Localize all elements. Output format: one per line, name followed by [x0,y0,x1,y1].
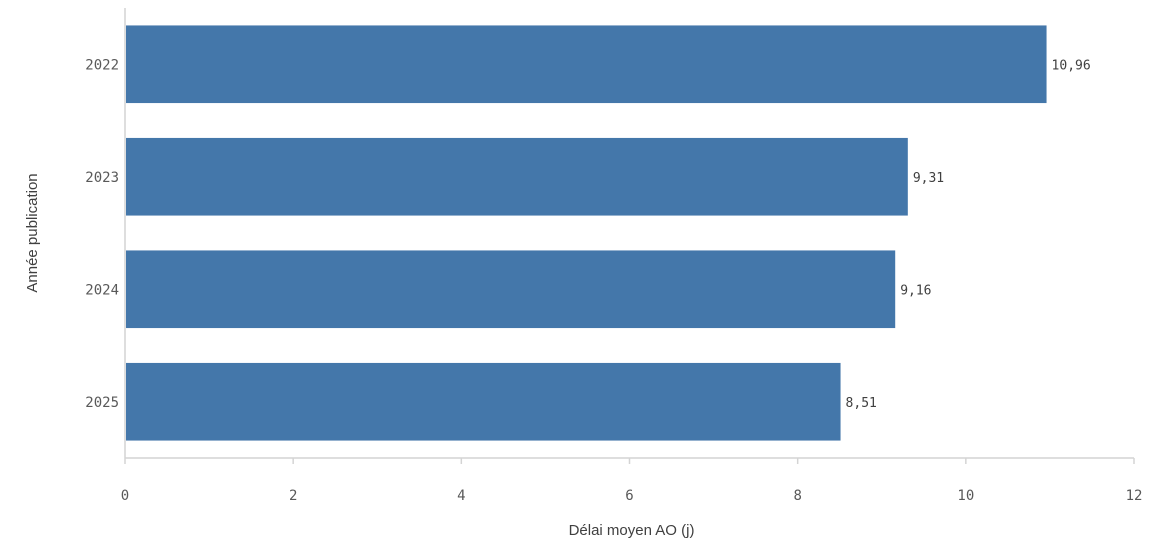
x-tick-label-2: 2 [289,488,297,504]
x-axis-title: Délai moyen AO (j) [569,522,695,539]
bars-group [126,25,1047,441]
y-tick-label-2025: 2025 [85,395,119,411]
y-tick-labels-group: 2022 2023 2024 2025 [85,57,119,411]
value-label-2022: 10,96 [1052,58,1091,73]
x-tick-label-4: 4 [457,488,465,504]
y-tick-label-2023: 2023 [85,170,119,186]
value-labels-group: 10,96 9,31 9,16 8,51 [846,58,1091,411]
x-tick-label-12: 12 [1126,488,1143,504]
x-tick-label-10: 10 [957,488,974,504]
y-tick-label-2022: 2022 [85,57,119,73]
value-label-2025: 8,51 [846,396,877,411]
x-axis-ticks-group: 0 2 4 6 8 10 12 [121,458,1143,504]
x-tick-label-0: 0 [121,488,129,504]
x-tick-label-6: 6 [625,488,633,504]
bar-2022[interactable] [126,25,1047,104]
value-label-2023: 9,31 [913,171,944,186]
bar-2025[interactable] [126,362,841,441]
y-axis-title: Année publication [24,173,41,292]
value-label-2024: 9,16 [900,283,931,298]
bar-2024[interactable] [126,250,896,329]
x-tick-label-8: 8 [793,488,801,504]
y-tick-label-2024: 2024 [85,282,119,298]
bar-2023[interactable] [126,137,908,216]
